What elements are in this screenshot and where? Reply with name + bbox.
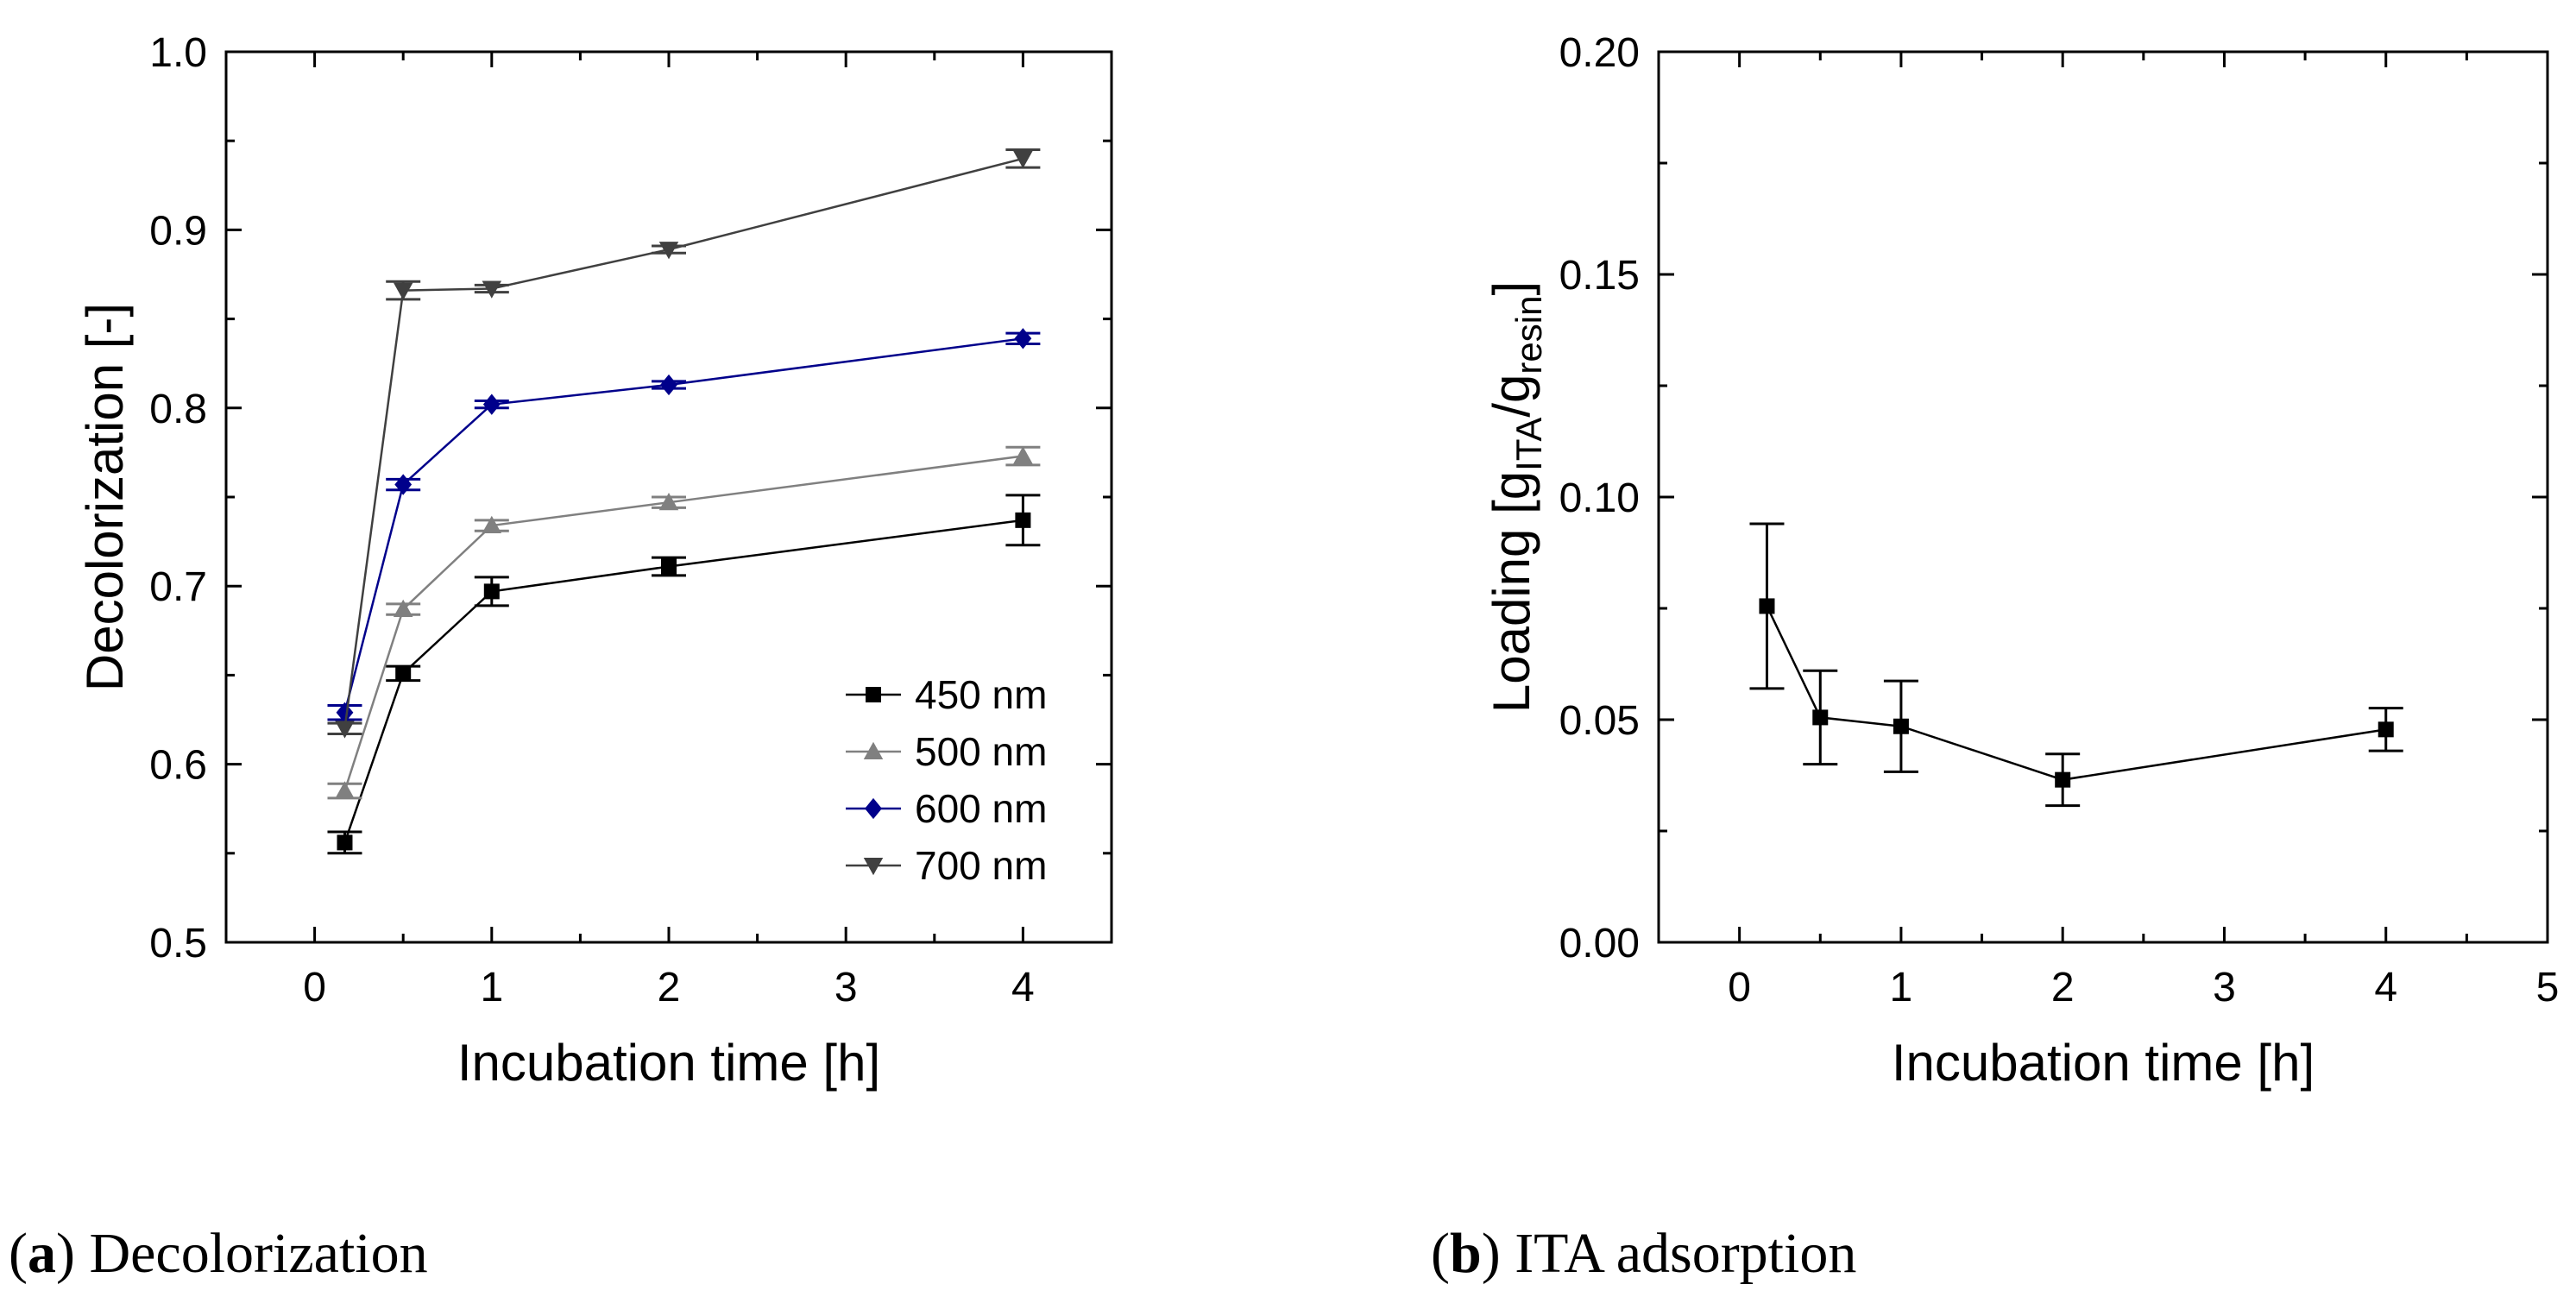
caption-b-text: ITA adsorption	[1515, 1222, 1856, 1285]
chart-a-x-tick-label: 2	[658, 965, 681, 1010]
chart-a-data-point	[335, 721, 355, 739]
chart-a-data-point	[482, 515, 502, 534]
chart-a-data-point	[658, 242, 679, 260]
chart-b-y-tick-label: 0.10	[1559, 475, 1640, 521]
chart-a-series-line	[343, 337, 1023, 714]
chart-b-y-tick-label: 0.00	[1559, 921, 1640, 966]
chart-b-y-axis-title-main: Loading [g	[1483, 471, 1540, 713]
chart-b-y-tick-label: 0.15	[1559, 253, 1640, 299]
chart-b-plot-frame	[1657, 50, 2549, 944]
chart-a-data-point	[661, 558, 677, 575]
chart-a-legend-marker	[865, 797, 882, 820]
chart-b-x-tick-label: 2	[2051, 965, 2075, 1010]
chart-a-legend-label: 600 nm	[915, 786, 1047, 831]
chart-a-y-tick-label: 0.5	[149, 921, 207, 966]
chart-a-ticks: 0 1 2 3 4 0.5 0.6 0.7 0.8 0.9 1.0	[149, 30, 1112, 1010]
chart-b-data-point	[1759, 598, 1775, 614]
chart-a-data-point	[394, 474, 413, 495]
chart-a-legend-marker	[863, 741, 884, 759]
caption-a-text: Decolorization	[89, 1222, 427, 1285]
chart-a-y-tick-label: 0.8	[149, 387, 207, 432]
chart-b-x-tick-label: 4	[2374, 965, 2397, 1010]
caption-a-letter: a	[28, 1222, 56, 1285]
chart-a-data-point	[335, 781, 355, 799]
chart-a-legend-label: 450 nm	[915, 672, 1047, 717]
chart-a-data-point	[483, 583, 500, 600]
chart-b-y-tick-label: 0.05	[1559, 698, 1640, 744]
chart-b-y-tick-label: 0.20	[1559, 30, 1640, 76]
chart-a: 0 1 2 3 4 0.5 0.6 0.7 0.8 0.9 1.0 450 nm 500 nm 600 …	[76, 30, 1113, 1092]
caption-a: (a) Decolorization	[9, 1222, 428, 1285]
chart-a-y-tick-label: 1.0	[149, 30, 207, 76]
chart-a-x-tick-label: 3	[835, 965, 858, 1010]
chart-a-data-point	[337, 834, 353, 851]
chart-a-data-point	[1014, 328, 1032, 349]
chart-b-y-axis-title-sub-ita: ITA	[1508, 418, 1549, 471]
chart-a-data-point	[658, 492, 679, 511]
caption-b: (b) ITA adsorption	[1431, 1222, 1856, 1285]
chart-a-x-tick-label: 4	[1011, 965, 1035, 1010]
chart-a-x-tick-label: 1	[480, 965, 503, 1010]
chart-b-x-tick-label: 5	[2536, 965, 2560, 1010]
chart-b-y-axis-title-close: ]	[1483, 281, 1540, 296]
chart-a-data-point	[393, 599, 413, 618]
chart-b-y-axis-title: Loading [gITA/gresin]	[1483, 281, 1549, 713]
chart-a-series	[327, 148, 1041, 855]
chart-a-data-point	[1013, 150, 1033, 169]
chart-a-data-point	[393, 282, 413, 300]
chart-a-y-axis-title: Decolorization [-]	[76, 303, 134, 691]
chart-a-legend: 450 nm 500 nm 600 nm 700 nm	[846, 672, 1047, 888]
chart-b-data-point	[2378, 721, 2394, 738]
chart-b-data-point	[1893, 718, 1909, 734]
chart-a-legend-marker	[863, 858, 884, 876]
chart-a-data-point	[395, 665, 412, 682]
chart-a-y-tick-label: 0.7	[149, 564, 207, 610]
chart-a-x-tick-label: 0	[303, 965, 326, 1010]
chart-a-legend-label: 500 nm	[915, 729, 1047, 774]
chart-a-series-line	[343, 157, 1023, 729]
chart-b-series	[1749, 522, 2403, 808]
chart-a-data-point	[1015, 512, 1031, 528]
chart-a-legend-marker	[866, 687, 881, 702]
chart-b-x-tick-label: 0	[1728, 965, 1751, 1010]
chart-b-x-tick-label: 3	[2213, 965, 2236, 1010]
chart-a-data-point	[482, 393, 501, 415]
chart-b: 0 1 2 3 4 5 0.00 0.05 0.10 0.15 0.20 Incubation ti…	[1483, 30, 2559, 1092]
chart-a-data-point	[1013, 446, 1033, 464]
chart-b-ticks: 0 1 2 3 4 5 0.00 0.05 0.10 0.15 0.20	[1559, 30, 2560, 1010]
caption-b-letter: b	[1450, 1222, 1482, 1285]
chart-b-y-axis-title-slash: /g	[1483, 375, 1540, 418]
chart-a-y-tick-label: 0.9	[149, 208, 207, 254]
chart-a-data-point	[336, 702, 354, 723]
chart-a-y-tick-label: 0.6	[149, 743, 207, 789]
chart-a-data-point	[482, 280, 502, 299]
chart-b-data-point	[2055, 771, 2071, 788]
chart-b-x-axis-title: Incubation time [h]	[1892, 1034, 2315, 1092]
chart-b-data-point	[1812, 709, 1829, 726]
chart-b-x-tick-label: 1	[1890, 965, 1913, 1010]
chart-a-data-point	[660, 374, 677, 396]
chart-a-legend-label: 700 nm	[915, 843, 1047, 888]
chart-b-y-axis-title-sub-resin: resin	[1508, 296, 1549, 375]
chart-a-x-axis-title: Incubation time [h]	[457, 1034, 880, 1092]
